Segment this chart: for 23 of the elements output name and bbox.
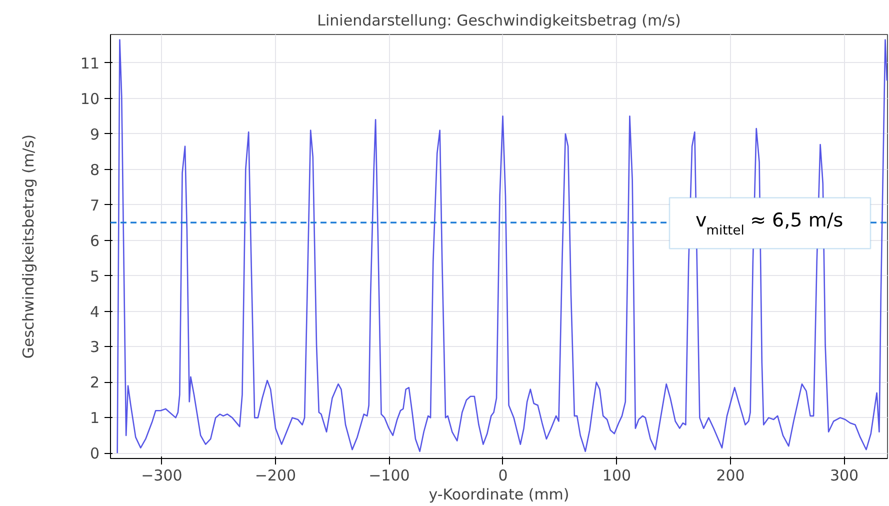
y-tick-label: 9 <box>90 125 100 144</box>
y-tick-label: 10 <box>80 90 100 108</box>
y-tick-label: 0 <box>90 444 100 463</box>
x-tick-label: −300 <box>141 466 182 484</box>
y-tick-label: 11 <box>80 54 100 72</box>
x-tick-label: 0 <box>498 466 508 484</box>
y-tick-label: 3 <box>90 338 100 356</box>
y-tick-label: 6 <box>90 232 100 250</box>
y-tick-label: 5 <box>90 267 100 286</box>
y-tick-label: 2 <box>90 374 100 392</box>
y-tick-label: 7 <box>90 196 100 214</box>
x-tick-label: −100 <box>368 466 410 484</box>
y-tick-label: 4 <box>90 302 100 321</box>
x-tick-label: 100 <box>602 466 632 484</box>
y-axis-title: Geschwindigkeitsbetrag (m/s) <box>19 134 38 359</box>
x-tick-label: −200 <box>254 466 296 484</box>
y-tick-label: 8 <box>90 160 100 179</box>
x-tick-label: 300 <box>830 466 859 484</box>
chart-title: Liniendarstellung: Geschwindigkeitsbetrag (m/s) <box>317 12 681 30</box>
x-tick-label: 200 <box>716 466 745 484</box>
x-axis-title: y-Koordinate (mm) <box>428 486 570 504</box>
line-series <box>116 39 888 454</box>
y-tick-label: 1 <box>90 409 100 428</box>
